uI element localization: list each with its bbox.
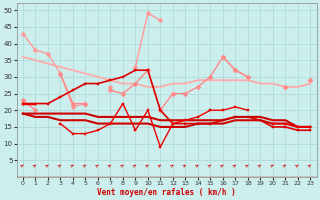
X-axis label: Vent moyen/en rafales ( km/h ): Vent moyen/en rafales ( km/h ) [97,188,236,197]
